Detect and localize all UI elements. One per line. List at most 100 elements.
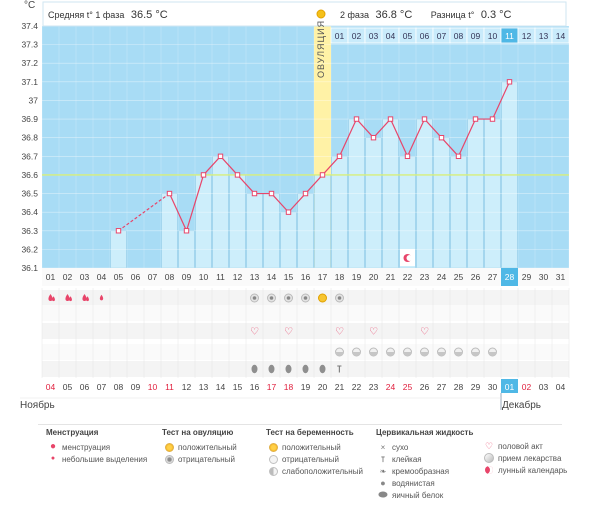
temp-segment (168, 193, 188, 232)
marker-row-bg (42, 323, 569, 339)
date-label: 14 (216, 382, 226, 392)
y-tick-label: 37.1 (21, 77, 38, 87)
ovulation-test-negative-icon (286, 296, 291, 300)
day-axis-bg (42, 268, 569, 286)
temp-bar (229, 174, 246, 269)
post-day-label: 04 (386, 31, 396, 41)
cycle-day-label: 12 (233, 272, 243, 282)
temp-point (234, 172, 241, 178)
cycle-day-label: 02 (63, 272, 73, 282)
spotting-icon (99, 294, 104, 301)
date-label: 20 (318, 382, 328, 392)
menstruation-icon (82, 294, 87, 301)
temp-point (183, 228, 190, 234)
legend-pregnancy-test-title: Тест на беременность (266, 428, 354, 437)
pregnancy-test-weak-icon (268, 466, 278, 476)
cycle-day-axis: 01 02 03 04 05 06 07 08 09 10 11 12 13 14 15 16 17 18 19 20… (42, 268, 569, 286)
temp-point (438, 134, 445, 141)
cycle-day-label: 31 (556, 272, 566, 282)
temp-point (115, 228, 122, 234)
phase1-avg-label: Средняя t° 1 фаза (48, 10, 124, 20)
y-tick-label: 36.6 (21, 170, 38, 180)
y-tick-label: 37.2 (21, 58, 38, 68)
cycle-day-label: 22 (403, 272, 413, 282)
legend-cervical-fluid: Цервикальная жидкость × сухо ⊺ клейкая ❧ кр… (376, 428, 473, 501)
date-label: 22 (352, 382, 362, 392)
temp-segment (118, 193, 170, 232)
legend-item: менструация (62, 442, 111, 452)
y-tick-label: 36.4 (21, 207, 38, 217)
temp-segment (237, 174, 255, 194)
date-label: 21 (335, 382, 345, 392)
post-day-label: 07 (437, 31, 447, 41)
date-label: 11 (165, 382, 174, 392)
marker-row-bg (42, 344, 569, 360)
post-day-label: 11 (505, 31, 514, 41)
legend-menstruation-title: Менструация (46, 428, 99, 437)
ovulation-test-negative-icon (252, 296, 257, 300)
legend: Менструация ● менструация ● небольшие выде… (0, 424, 600, 522)
cycle-day-label: 11 (216, 272, 225, 282)
svg-text:Средняя t° 1 фаза 36.5 °: Средняя t° 1 фаза 36.5 °C (48, 9, 168, 21)
diff-value: 0.3 °C (481, 9, 512, 21)
y-tick-label: 36.9 (21, 114, 38, 124)
date-label: 13 (199, 382, 209, 392)
temp-point (217, 153, 224, 160)
egg-white-icon (302, 364, 309, 374)
temp-point (268, 190, 275, 197)
heart-icon: ♡ (420, 327, 429, 338)
pregnancy-test-negative-icon (268, 454, 278, 464)
cycle-day-label: 04 (97, 272, 107, 282)
month-start-highlight (501, 379, 518, 393)
date-label: 04 (556, 382, 566, 392)
menstruation-icon (86, 296, 89, 302)
pill-icon (403, 352, 412, 356)
pill-icon (484, 453, 494, 463)
post-day-label: 14 (556, 31, 566, 41)
temp-point (200, 172, 207, 178)
menstruation-icon (48, 294, 53, 301)
legend-item: положительный (282, 442, 341, 452)
post-day-cell (551, 27, 570, 44)
bbt-chart: 36.1 36.2 36.3 36.4 36.5 36.6 36.7 36.8 36.9 37 37… (20, 0, 570, 411)
legend-item: клейкая (392, 454, 422, 464)
temp-point (166, 190, 173, 197)
current-day-highlight (501, 268, 518, 286)
cycle-day-label: 18 (335, 272, 345, 282)
legend-other: ♡ половой акт прием лекарства лунный кале… (482, 440, 567, 476)
ovulation-test-negative-icon (337, 296, 342, 300)
temp-segment (322, 155, 340, 176)
post-day-label: 06 (420, 31, 430, 41)
post-day-label: 02 (352, 31, 362, 41)
date-label: 19 (301, 382, 311, 392)
post-day-label: 13 (539, 31, 549, 41)
cycle-day-label: 20 (369, 272, 379, 282)
temp-point (472, 116, 479, 122)
cycle-day-label: 23 (420, 272, 430, 282)
ovulation-test-negative-icon (269, 296, 274, 300)
egg-white-icon: ⬬ (378, 488, 388, 501)
pill-icon (437, 352, 446, 356)
ovulation-label: ОВУЛЯЦИЯ (316, 20, 326, 78)
heart-icon: ♡ (284, 327, 293, 338)
legend-pregnancy-test: Тест на беременность положительный отриц… (266, 428, 363, 477)
temp-point (251, 190, 258, 197)
date-label: 27 (437, 382, 447, 392)
temp-point (506, 79, 513, 85)
y-tick-label: 37.4 (21, 21, 38, 31)
egg-white-icon (268, 364, 275, 374)
heart-icon: ♡ (335, 327, 344, 338)
cycle-day-label: 28 (505, 272, 515, 282)
spotting-icon: ● (50, 455, 56, 462)
date-label: 26 (420, 382, 430, 392)
temp-point (387, 116, 394, 122)
cycle-day-label: 19 (352, 272, 362, 282)
cycle-day-label: 03 (80, 272, 90, 282)
phase1-avg-value: 36.5 °C (131, 9, 168, 21)
diff-label: Разница t° (431, 10, 475, 20)
temp-point (302, 190, 309, 197)
legend-item: водянистая (392, 478, 435, 488)
legend-item: прием лекарства (498, 453, 562, 463)
sticky-icon: ⊺ (337, 365, 342, 376)
month-start-label: Ноябрь (20, 399, 55, 411)
